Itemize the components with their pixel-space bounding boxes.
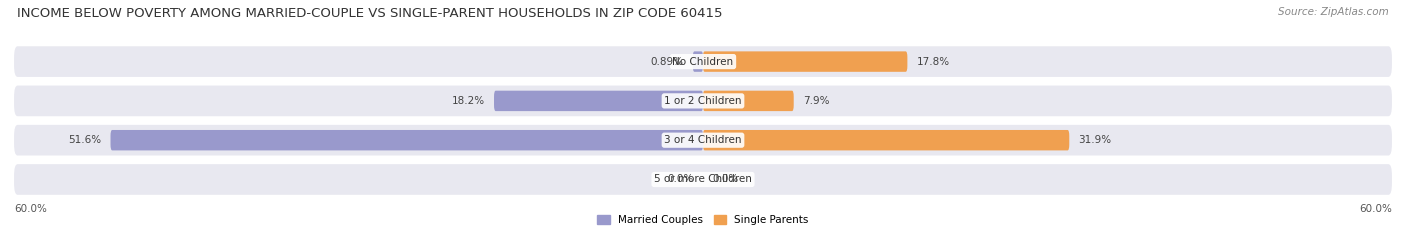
- FancyBboxPatch shape: [14, 46, 1392, 77]
- FancyBboxPatch shape: [693, 51, 703, 72]
- FancyBboxPatch shape: [703, 91, 794, 111]
- Legend: Married Couples, Single Parents: Married Couples, Single Parents: [593, 211, 813, 229]
- FancyBboxPatch shape: [14, 125, 1392, 155]
- Text: Source: ZipAtlas.com: Source: ZipAtlas.com: [1278, 7, 1389, 17]
- FancyBboxPatch shape: [703, 51, 907, 72]
- Text: 51.6%: 51.6%: [69, 135, 101, 145]
- FancyBboxPatch shape: [703, 130, 1070, 151]
- Text: INCOME BELOW POVERTY AMONG MARRIED-COUPLE VS SINGLE-PARENT HOUSEHOLDS IN ZIP COD: INCOME BELOW POVERTY AMONG MARRIED-COUPL…: [17, 7, 723, 20]
- Text: 0.0%: 0.0%: [713, 175, 738, 185]
- Text: 0.0%: 0.0%: [668, 175, 693, 185]
- Text: 0.89%: 0.89%: [651, 57, 683, 67]
- Text: No Children: No Children: [672, 57, 734, 67]
- Text: 60.0%: 60.0%: [14, 204, 46, 214]
- FancyBboxPatch shape: [14, 164, 1392, 195]
- Text: 7.9%: 7.9%: [803, 96, 830, 106]
- Text: 1 or 2 Children: 1 or 2 Children: [664, 96, 742, 106]
- FancyBboxPatch shape: [14, 86, 1392, 116]
- FancyBboxPatch shape: [494, 91, 703, 111]
- Text: 18.2%: 18.2%: [451, 96, 485, 106]
- Text: 17.8%: 17.8%: [917, 57, 949, 67]
- Text: 5 or more Children: 5 or more Children: [654, 175, 752, 185]
- FancyBboxPatch shape: [111, 130, 703, 151]
- Text: 31.9%: 31.9%: [1078, 135, 1112, 145]
- Text: 3 or 4 Children: 3 or 4 Children: [664, 135, 742, 145]
- Text: 60.0%: 60.0%: [1360, 204, 1392, 214]
